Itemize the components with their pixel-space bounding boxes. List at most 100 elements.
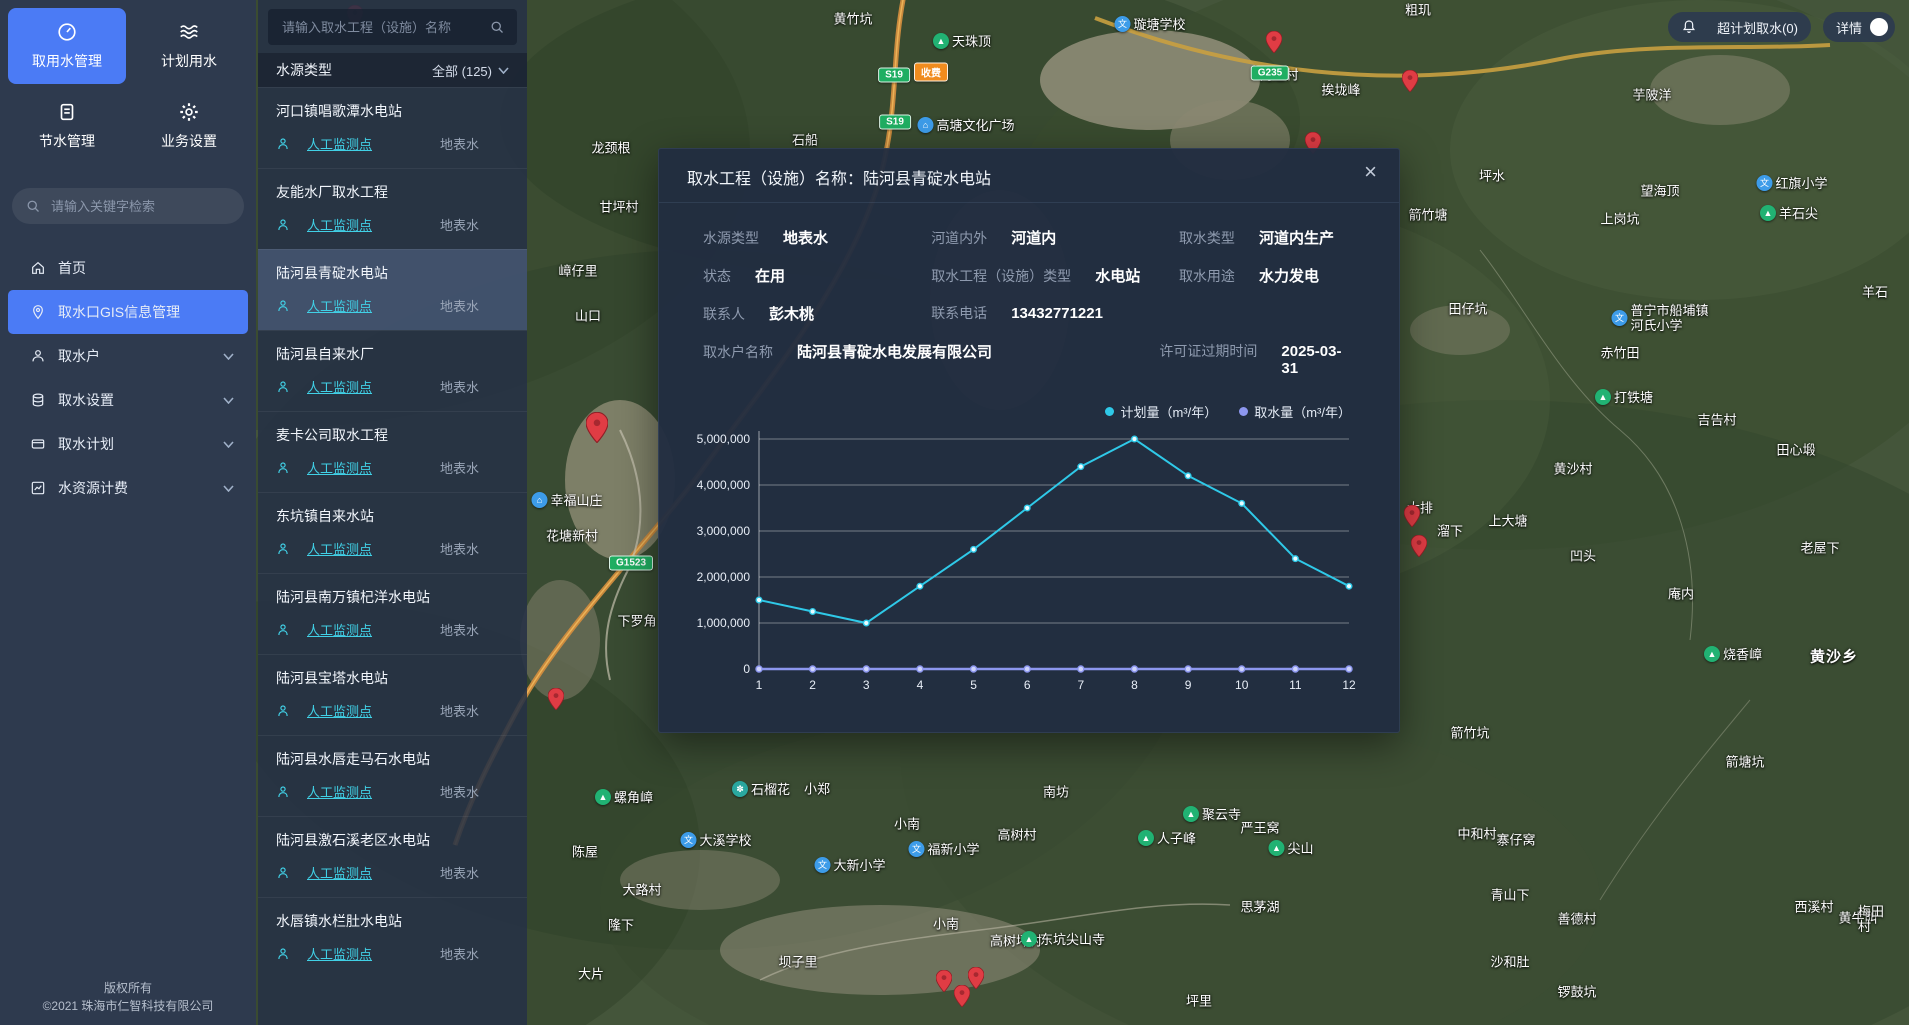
station-list-item[interactable]: 陆河县青碇水电站 人工监测点 地表水 [258, 249, 527, 330]
svg-text:6: 6 [1024, 678, 1031, 692]
station-name: 陆河县宝塔水电站 [276, 670, 388, 686]
red-marker-pin[interactable] [935, 969, 953, 997]
manual-monitor-link[interactable]: 人工监测点 [276, 377, 372, 396]
station-name: 陆河县青碇水电站 [276, 265, 388, 281]
sidebar-item-user[interactable]: 取水户 [8, 334, 248, 378]
module-tab-gear[interactable]: 业务设置 [130, 88, 248, 164]
station-search-input[interactable] [280, 18, 490, 36]
manual-monitor-link[interactable]: 人工监测点 [276, 215, 372, 234]
sidebar-item-label: 取水户 [58, 348, 100, 364]
manual-monitor-link[interactable]: 人工监测点 [276, 782, 372, 801]
red-marker-pin[interactable] [953, 984, 971, 1012]
module-label: 业务设置 [161, 133, 217, 149]
legend-label: 取水量（m³/年） [1254, 404, 1351, 420]
water-type: 地表水 [439, 137, 479, 152]
plan-vs-intake-chart: 计划量（m³/年） 取水量（m³/年） 0 1,000,000 2,000,000 3,… [659, 401, 1401, 721]
red-marker-pin[interactable] [1403, 504, 1421, 532]
svg-text:1: 1 [756, 678, 763, 692]
red-marker-pin[interactable] [585, 411, 609, 448]
red-marker-pin[interactable] [1410, 534, 1428, 562]
field-1-0: 状态 在用 [703, 265, 931, 286]
monitor-label: 人工监测点 [307, 704, 373, 719]
filter-value: 全部 (125) [432, 63, 492, 79]
svg-text:4: 4 [917, 678, 924, 692]
search-icon [491, 21, 503, 33]
manual-monitor-link[interactable]: 人工监测点 [276, 134, 372, 153]
field-label: 联系人 [703, 306, 745, 322]
svg-text:3: 3 [863, 678, 870, 692]
station-list-item[interactable]: 河口镇唱歌潭水电站 人工监测点 地表水 [258, 87, 527, 168]
copyright: 版权所有 ©2021 珠海市仁智科技有限公司 [0, 979, 256, 1015]
close-icon[interactable]: × [1364, 159, 1377, 184]
station-name: 水唇镇水栏肚水电站 [276, 913, 402, 929]
svg-text:5: 5 [970, 678, 977, 692]
modal-header: 取水工程（设施）名称：陆河县青碇水电站 × [659, 149, 1399, 203]
sidebar-item-card[interactable]: 取水计划 [8, 422, 248, 466]
red-marker-pin[interactable] [967, 966, 985, 994]
svg-text:10: 10 [1235, 678, 1249, 692]
module-tab-doc[interactable]: 节水管理 [8, 88, 126, 164]
legend-item[interactable]: 取水量（m³/年） [1239, 402, 1351, 421]
water-type: 地表水 [439, 299, 479, 314]
person-icon [276, 299, 290, 313]
station-list-item[interactable]: 陆河县自来水厂 人工监测点 地表水 [258, 330, 527, 411]
manual-monitor-link[interactable]: 人工监测点 [276, 863, 372, 882]
person-icon [276, 380, 290, 394]
chevron-down-icon [223, 484, 234, 492]
station-detail-modal: 取水工程（设施）名称：陆河县青碇水电站 × 水源类型 地表水 河道内外 河道内 取水类型… [658, 148, 1400, 733]
red-marker-pin[interactable] [1265, 30, 1283, 58]
manual-monitor-link[interactable]: 人工监测点 [276, 944, 372, 963]
detail-label: 详情 [1835, 20, 1862, 36]
station-name: 河口镇唱歌潭水电站 [276, 103, 402, 119]
station-list-item[interactable]: 陆河县水唇走马石水电站 人工监测点 地表水 [258, 735, 527, 816]
field-label: 状态 [703, 268, 731, 284]
station-list-item[interactable]: 麦卡公司取水工程 人工监测点 地表水 [258, 411, 527, 492]
station-search[interactable] [268, 9, 517, 45]
water-type: 地表水 [439, 785, 479, 800]
station-list-item[interactable]: 水唇镇水栏肚水电站 人工监测点 地表水 [258, 897, 527, 978]
module-tab-gauge[interactable]: 取用水管理 [8, 8, 126, 84]
over-plan-water-button[interactable]: 超计划取水(0) [1668, 12, 1811, 42]
road-badge: G235 [1250, 65, 1290, 81]
doc-icon [56, 101, 78, 123]
sidebar-item-chart[interactable]: 水资源计费 [8, 466, 248, 510]
legend-item[interactable]: 计划量（m³/年） [1105, 402, 1217, 421]
field-1-1: 取水工程（设施）类型 水电站 [931, 265, 1179, 286]
filter-value-dropdown[interactable]: 全部 (125) [432, 61, 509, 80]
sidebar-item-home[interactable]: 首页 [8, 246, 248, 290]
gauge-icon [56, 21, 78, 43]
field-label: 取水类型 [1178, 230, 1235, 246]
over-plan-label: 超计划取水(0) [1717, 20, 1798, 36]
water-type: 地表水 [439, 461, 479, 476]
svg-text:5,000,000: 5,000,000 [697, 432, 751, 446]
sidebar-item-db[interactable]: 取水设置 [8, 378, 248, 422]
station-list-item[interactable]: 陆河县南万镇杞洋水电站 人工监测点 地表水 [258, 573, 527, 654]
module-tab-waves[interactable]: 计划用水 [130, 8, 248, 84]
manual-monitor-link[interactable]: 人工监测点 [276, 458, 372, 477]
sidebar-search-input[interactable] [49, 197, 230, 215]
sidebar-item-pin[interactable]: 取水口GIS信息管理 [8, 290, 248, 334]
person-icon [276, 947, 290, 961]
field-value: 13432771221 [1011, 305, 1103, 322]
manual-monitor-link[interactable]: 人工监测点 [276, 539, 372, 558]
field-label: 河道内外 [931, 230, 988, 246]
water-source-filter: 水源类型 全部 (125) [258, 53, 527, 87]
manual-monitor-link[interactable]: 人工监测点 [276, 620, 372, 639]
detail-toggle[interactable]: 详情 [1822, 12, 1895, 42]
station-list-item[interactable]: 陆河县宝塔水电站 人工监测点 地表水 [258, 654, 527, 735]
red-marker-pin[interactable] [547, 687, 565, 715]
sidebar-search[interactable] [12, 188, 244, 224]
card-icon [30, 436, 46, 452]
station-list-item[interactable]: 友能水厂取水工程 人工监测点 地表水 [258, 168, 527, 249]
user-icon [30, 348, 46, 364]
svg-text:1,000,000: 1,000,000 [697, 616, 751, 630]
red-marker-pin[interactable] [1401, 69, 1419, 97]
field-3-0: 取水户名称 陆河县青碇水电发展有限公司 [703, 341, 1159, 377]
manual-monitor-link[interactable]: 人工监测点 [276, 296, 372, 315]
manual-monitor-link[interactable]: 人工监测点 [276, 701, 372, 720]
station-list-item[interactable]: 东坑镇自来水站 人工监测点 地表水 [258, 492, 527, 573]
station-list-item[interactable]: 陆河县激石溪老区水电站 人工监测点 地表水 [258, 816, 527, 897]
field-1-2: 取水用途 水力发电 [1179, 265, 1355, 286]
toggle-knob[interactable] [1870, 18, 1888, 36]
